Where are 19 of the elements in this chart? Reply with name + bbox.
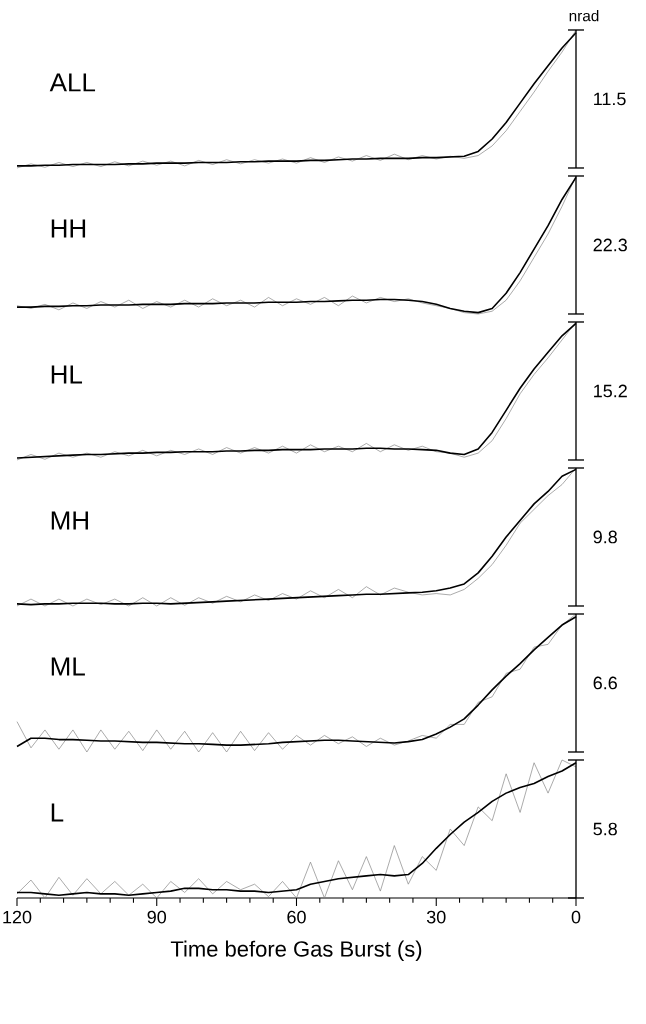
text: MH xyxy=(51,511,88,530)
x-tick-label: 30 xyxy=(426,910,446,924)
x-tick-label: 60 xyxy=(287,910,306,924)
text: 5.8 xyxy=(593,822,617,836)
text: HH xyxy=(51,219,86,238)
text: 6.6 xyxy=(593,676,617,690)
text: L xyxy=(51,803,64,822)
text: 9.8 xyxy=(593,530,617,544)
x-tick-label: 0 xyxy=(571,910,581,924)
x-axis-title: Time before Gas Burst (s) xyxy=(170,940,422,962)
text: HL xyxy=(51,365,83,384)
text: 15.2 xyxy=(594,384,627,398)
text: ALL xyxy=(49,73,96,92)
text: 11.5 xyxy=(594,92,626,106)
text: 22.3 xyxy=(593,238,627,252)
text: ML xyxy=(51,657,85,676)
y-axis-title: nrad xyxy=(569,10,599,22)
x-tick-label: 120 xyxy=(3,910,32,924)
x-tick-label: 90 xyxy=(147,910,167,924)
